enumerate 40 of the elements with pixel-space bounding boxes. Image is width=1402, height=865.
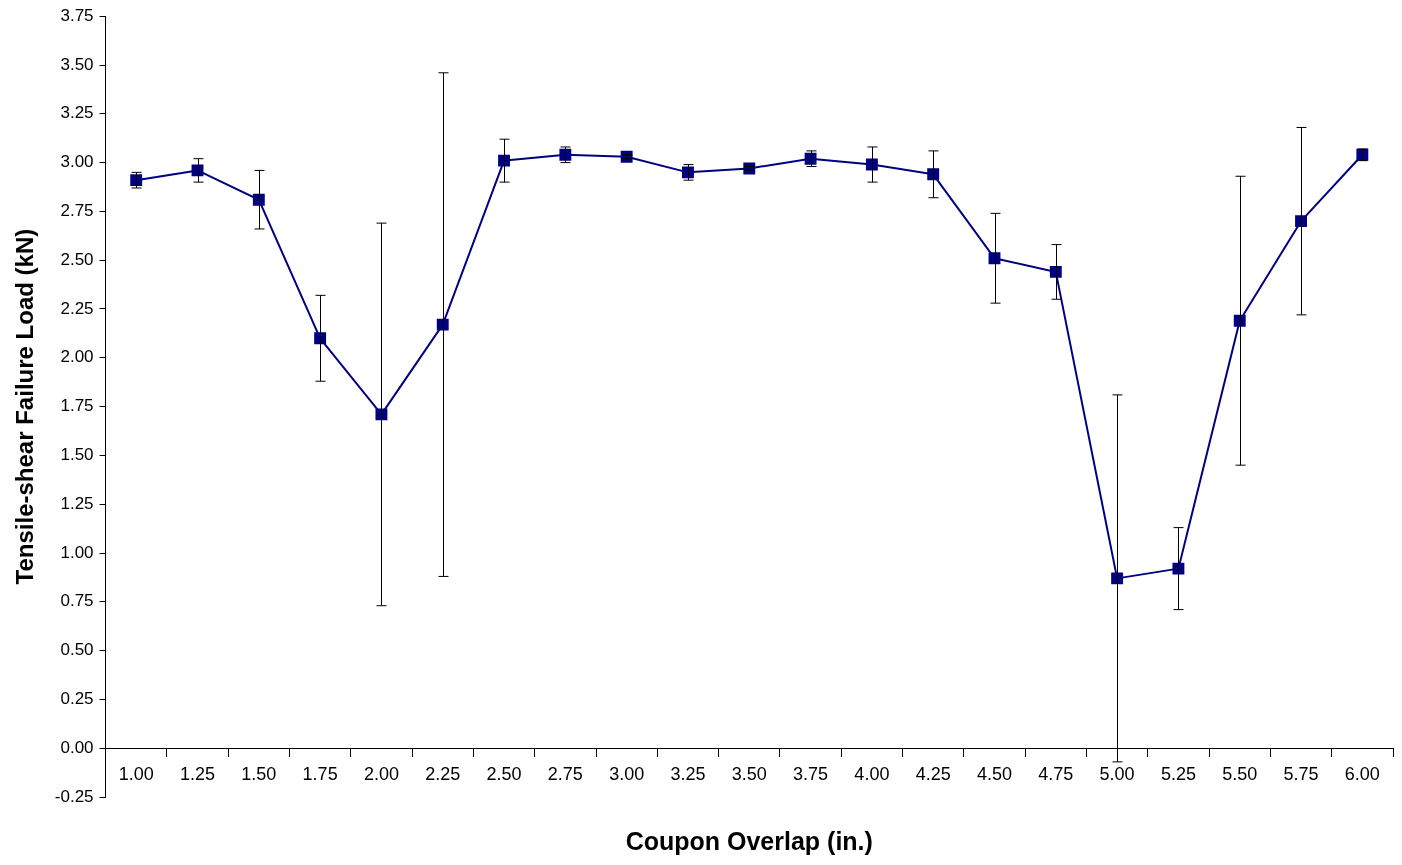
y-tick-label: 3.00: [60, 152, 94, 172]
x-tick-label: 6.00: [1344, 763, 1380, 784]
y-tick-label: 1.50: [60, 445, 94, 465]
y-tick-label: 2.00: [60, 347, 94, 367]
y-tick-label: 0.25: [60, 689, 94, 709]
x-tick-label: 2.00: [363, 763, 399, 784]
x-tick-label: 5.25: [1160, 763, 1196, 784]
y-tick-label: 3.25: [60, 103, 94, 123]
x-tick-label: 2.75: [547, 763, 583, 784]
y-tick-label: 3.50: [60, 54, 94, 74]
x-tick-label: 5.75: [1283, 763, 1319, 784]
x-tick-label: 3.50: [731, 763, 767, 784]
x-tick-label: 2.50: [486, 763, 522, 784]
y-tick-label: 2.50: [60, 249, 94, 269]
y-tick-label: 2.75: [60, 201, 94, 221]
y-axis-title: Tensile-shear Failure Load (kN): [11, 228, 39, 585]
y-tick-label: 1.25: [60, 493, 94, 513]
y-tick-label: 2.25: [60, 298, 94, 318]
y-tick-label: 0.50: [60, 640, 94, 660]
x-tick-label: 2.25: [425, 763, 461, 784]
x-tick-label: 3.25: [670, 763, 706, 784]
y-tick-label: 0.75: [60, 591, 94, 611]
y-tick-label: -0.25: [54, 786, 94, 806]
x-tick-label: 4.00: [854, 763, 890, 784]
x-tick-label: 3.00: [609, 763, 645, 784]
x-tick-label: 1.25: [179, 763, 216, 784]
x-tick-label: 5.50: [1222, 763, 1258, 784]
y-tick-label: 1.00: [60, 542, 94, 562]
x-tick-label: 1.00: [118, 763, 154, 784]
x-tick-label: 1.75: [302, 763, 338, 784]
y-tick-label: 3.75: [60, 5, 94, 25]
y-tick-label: 1.75: [60, 396, 94, 416]
x-tick-label: 4.75: [1038, 763, 1074, 784]
x-tick-label: 1.50: [241, 763, 277, 784]
x-tick-label: 5.00: [1099, 763, 1135, 784]
x-axis-title: Coupon Overlap (in.): [625, 826, 873, 855]
y-tick-label: 0.00: [60, 737, 94, 757]
x-tick-label: 4.50: [976, 763, 1013, 784]
x-tick-label: 4.25: [915, 763, 951, 784]
x-tick-label: 3.75: [793, 763, 829, 784]
